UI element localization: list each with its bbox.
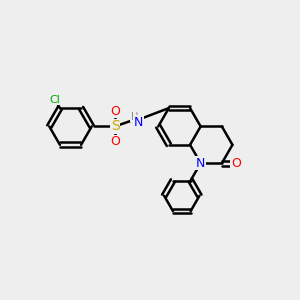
- Text: Cl: Cl: [50, 95, 61, 105]
- Text: O: O: [110, 105, 120, 118]
- Text: N: N: [196, 157, 205, 170]
- Text: O: O: [110, 135, 120, 148]
- Text: S: S: [111, 119, 120, 134]
- Text: O: O: [231, 157, 241, 170]
- Text: H: H: [131, 112, 138, 122]
- Text: N: N: [134, 116, 143, 128]
